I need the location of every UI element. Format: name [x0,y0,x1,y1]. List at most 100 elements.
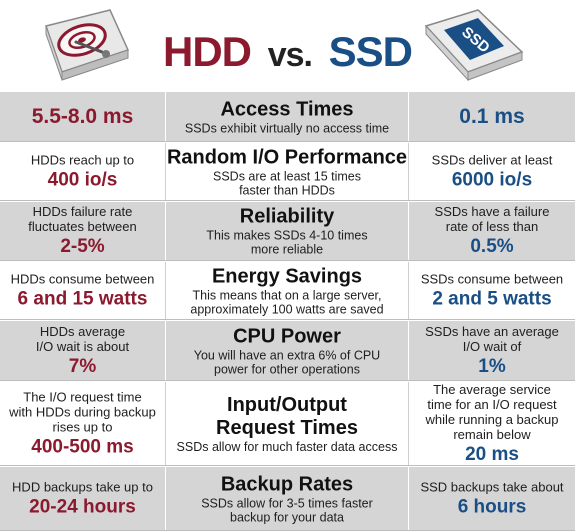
hdd-cell-content: HDDs consume between 6 and 15 watts [0,271,165,310]
hdd-note: HDDs consume between [10,271,155,286]
ssd-note: SSDs consume between [420,271,564,286]
hdd-cell-content: HDDs reach up to 400 io/s [0,152,165,191]
hdd-note: HDD backups take up to [12,479,153,494]
hdd-value: 5.5-8.0 ms [31,104,134,128]
ssd-value: 20 ms [465,443,519,465]
ssd-value: 0.5% [470,236,514,257]
metric-cell: Access Times SSDs exhibit virtually no ac… [165,92,409,141]
hdd-value: 2-5% [60,236,105,257]
ssd-note: I/O wait of [462,338,522,354]
hdd-cell-content: HDDs failure rate fluctuates between 2-5% [0,204,165,258]
ssd-note: while running a backup [425,411,559,427]
metric-title: Energy Savings [211,265,363,287]
hdd-note: rises up to [52,419,113,434]
metric-title: Reliability [239,205,335,228]
hdd-value: 20-24 hours [29,496,136,517]
hdd-cell: 5.5-8.0 ms [0,92,165,141]
ssd-cell: SSDs have an average I/O wait of 1% [409,321,575,380]
metric-cell-content: Reliability This makes SSDs 4-10 times mor… [166,206,408,257]
ssd-cell-content: SSD backups take about 6 hours [409,479,575,518]
metric-cell-content: Backup Rates SSDs allow for 3-5 times fas… [166,473,408,524]
ssd-cell: SSDs deliver at least 6000 io/s [409,143,575,200]
metric-cell: Reliability This makes SSDs 4-10 times mor… [165,202,409,260]
ssd-cell-content: 0.1 ms [409,104,575,128]
metric-cell-content: Access Times SSDs exhibit virtually no ac… [166,98,408,135]
ssd-note: SSDs deliver at least [431,152,553,167]
metric-description: SSDs allow for much faster data access [176,439,398,454]
ssd-note: rate of less than [445,219,539,234]
hdd-note: I/O wait is about [35,338,130,354]
metric-description: approximately 100 watts are saved [190,302,384,316]
metric-cell: Input/Output Request Times SSDs allow for … [165,382,409,465]
ssd-cell: SSD backups take about 6 hours [409,467,575,530]
metric-title: Access Times [220,98,354,120]
hdd-note: fluctuates between [28,219,137,234]
hdd-note: The I/O request time [23,389,142,404]
comparison-row: HDDs failure rate fluctuates between 2-5% R… [0,202,575,260]
metric-cell: CPU Power You will have an extra 6% of CP… [165,321,409,380]
hdd-cell: HDDs failure rate fluctuates between 2-5% [0,202,165,260]
metric-cell-content: Input/Output Request Times SSDs allow for … [166,394,408,454]
page-title: HDD vs. SSD [0,28,575,79]
comparison-row: HDD backups take up to 20-24 hours Backup … [0,467,575,530]
comparison-row: 5.5-8.0 ms Access Times SSDs exhibit virtu… [0,92,575,141]
hdd-note: HDDs average [39,323,126,339]
ssd-cell-content: SSDs have a failure rate of less than 0.5% [409,204,575,258]
hdd-cell: HDD backups take up to 20-24 hours [0,467,165,530]
hdd-cell: HDDs reach up to 400 io/s [0,143,165,200]
hdd-cell-content: The I/O request time with HDDs during bac… [0,389,165,458]
metric-cell-content: CPU Power You will have an extra 6% of CP… [166,325,408,376]
solid-state-drive-icon: SSD [424,9,524,82]
ssd-cell-content: The average service time for an I/O reque… [409,382,575,466]
metric-cell: Backup Rates SSDs allow for 3-5 times fas… [165,467,409,530]
metric-title: CPU Power [233,325,341,347]
metric-title: Request Times [216,416,358,439]
ssd-cell: 0.1 ms [409,92,575,141]
hdd-cell-content: HDD backups take up to 20-24 hours [0,479,165,518]
ssd-note: SSDs have a failure [434,204,550,219]
hdd-note: HDDs failure rate [32,204,133,219]
ssd-cell: SSDs consume between 2 and 5 watts [409,262,575,319]
hdd-cell: HDDs consume between 6 and 15 watts [0,262,165,319]
row-divider [0,260,575,261]
ssd-note: SSDs have an average [425,323,559,339]
ssd-note: remain below [453,426,531,442]
hdd-cell: HDDs average I/O wait is about 7% [0,321,165,380]
row-divider [0,380,575,381]
title-vs: vs. [267,36,313,74]
hdd-value: 7% [68,355,97,377]
ssd-note: The average service [433,381,551,397]
ssd-note: SSD backups take about [420,479,564,494]
metric-description: SSDs are at least 15 times [213,169,361,183]
metric-description: faster than HDDs [239,183,335,197]
ssd-value: 0.1 ms [459,104,525,128]
hdd-cell: The I/O request time with HDDs during bac… [0,382,165,465]
hdd-cell-content: HDDs average I/O wait is about 7% [0,324,165,378]
header: HDD vs. SSD SSD [0,0,575,90]
comparison-row: HDDs consume between 6 and 15 watts Energy… [0,262,575,319]
metric-description: You will have an extra 6% of CPU [193,348,381,362]
row-divider [0,319,575,320]
metric-description: more reliable [250,242,324,257]
ssd-note: time for an I/O request [427,396,557,412]
hdd-note: with HDDs during backup [9,404,156,419]
comparison-row: The I/O request time with HDDs during bac… [0,382,575,465]
metric-cell: Energy Savings This means that on a large… [165,262,409,319]
ssd-value: 6 hours [457,496,527,517]
metric-cell-content: Random I/O Performance SSDs are at least … [166,146,408,197]
metric-description: SSDs exhibit virtually no access time [184,121,390,135]
hdd-note: HDDs reach up to [30,152,135,167]
metric-description: power for other operations [214,362,360,376]
comparison-row: HDDs average I/O wait is about 7% CPU Power… [0,321,575,380]
metric-description: backup for your data [230,510,344,524]
hdd-value: 400 io/s [47,169,118,190]
row-divider [0,200,575,201]
metric-description: SSDs allow for 3-5 times faster [201,496,373,510]
metric-cell: Random I/O Performance SSDs are at least … [165,143,409,200]
hdd-cell-content: 5.5-8.0 ms [0,104,165,128]
row-divider [0,141,575,142]
ssd-value: 6000 io/s [451,169,533,190]
metric-description: This makes SSDs 4-10 times [206,228,368,243]
metric-cell-content: Energy Savings This means that on a large… [166,265,408,316]
